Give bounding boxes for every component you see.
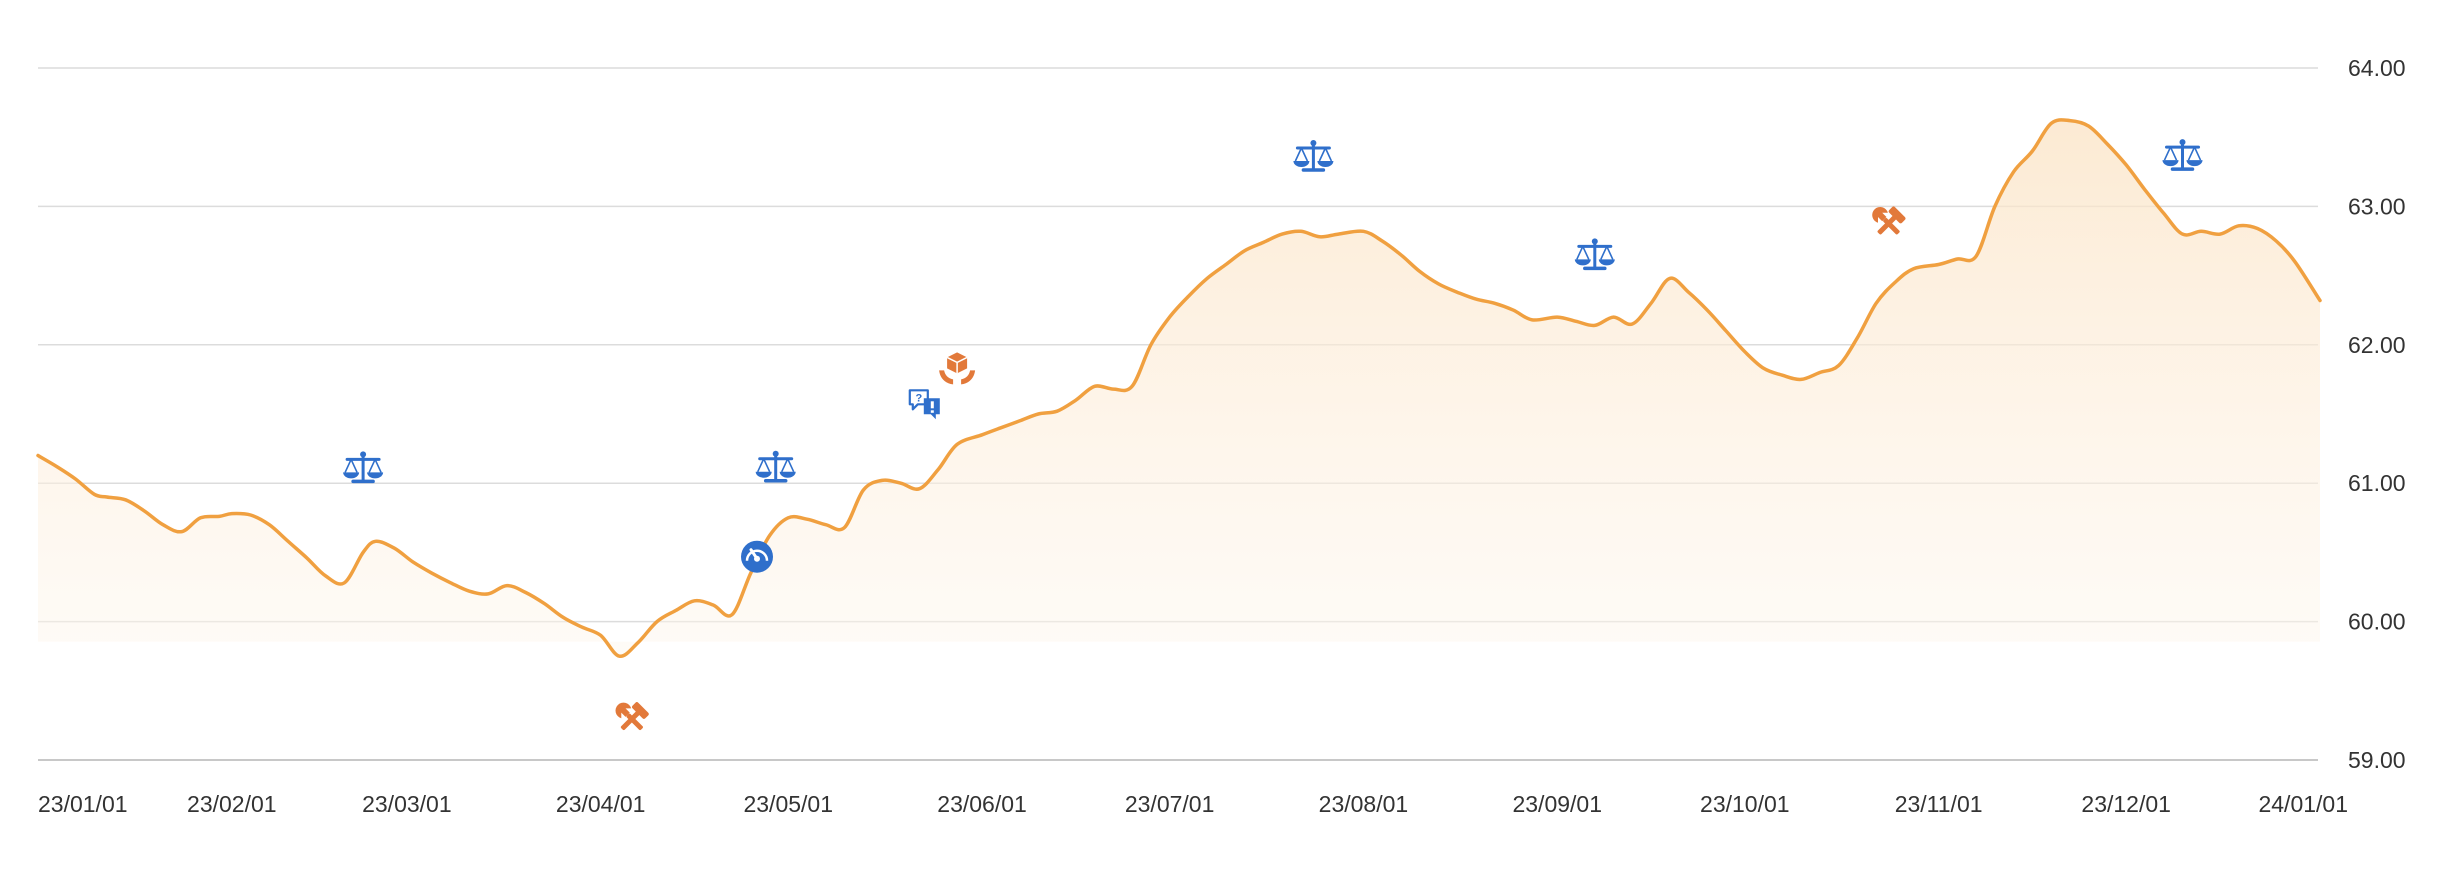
tools-icon[interactable] (1869, 204, 1906, 240)
series-lines (36, 118, 2322, 658)
scale-icon[interactable] (1574, 238, 1615, 271)
y-tick-label: 63.00 (2348, 193, 2406, 219)
x-tick-label: 23/04/01 (556, 791, 646, 817)
tools-icon[interactable] (612, 699, 649, 735)
svg-text:?: ? (915, 392, 922, 404)
y-tick-label: 64.00 (2348, 55, 2406, 81)
scale-icon[interactable] (1293, 140, 1334, 172)
y-axis-ticks: 64.00 63.00 62.00 61.00 60.00 59.00 (2348, 55, 2406, 773)
x-tick-label: 23/10/01 (1700, 791, 1790, 817)
series-line (36, 118, 2322, 658)
box-hand-icon[interactable] (939, 352, 976, 385)
series-area (38, 119, 2320, 657)
y-tick-label: 62.00 (2348, 332, 2406, 358)
x-tick-label: 23/02/01 (187, 791, 277, 817)
y-tick-label: 59.00 (2348, 747, 2406, 773)
x-tick-label: 23/08/01 (1319, 791, 1409, 817)
scale-icon[interactable] (343, 451, 384, 484)
x-tick-label: 23/06/01 (937, 791, 1027, 817)
scale-icon[interactable] (2162, 139, 2203, 171)
x-tick-label: 23/09/01 (1512, 791, 1602, 817)
x-tick-label: 23/11/01 (1895, 791, 1983, 817)
x-tick-label: 23/03/01 (362, 791, 452, 817)
x-tick-label: 23/01/01 (38, 791, 128, 817)
x-axis-ticks: 23/01/01 23/02/01 23/03/01 23/04/01 23/05/01… (38, 791, 2348, 817)
area-fill (38, 119, 2320, 657)
chat-alert-icon[interactable]: ? (908, 389, 940, 420)
y-tick-label: 61.00 (2348, 470, 2406, 496)
event-markers: ? (343, 139, 2203, 735)
y-tick-label: 60.00 (2348, 609, 2406, 635)
x-tick-label: 23/12/01 (2081, 791, 2171, 817)
scale-icon[interactable] (755, 450, 796, 483)
gauge-icon[interactable] (741, 540, 773, 573)
x-tick-label: 24/01/01 (2258, 791, 2348, 817)
x-tick-label: 23/05/01 (743, 791, 833, 817)
x-tick-label: 23/07/01 (1125, 791, 1215, 817)
